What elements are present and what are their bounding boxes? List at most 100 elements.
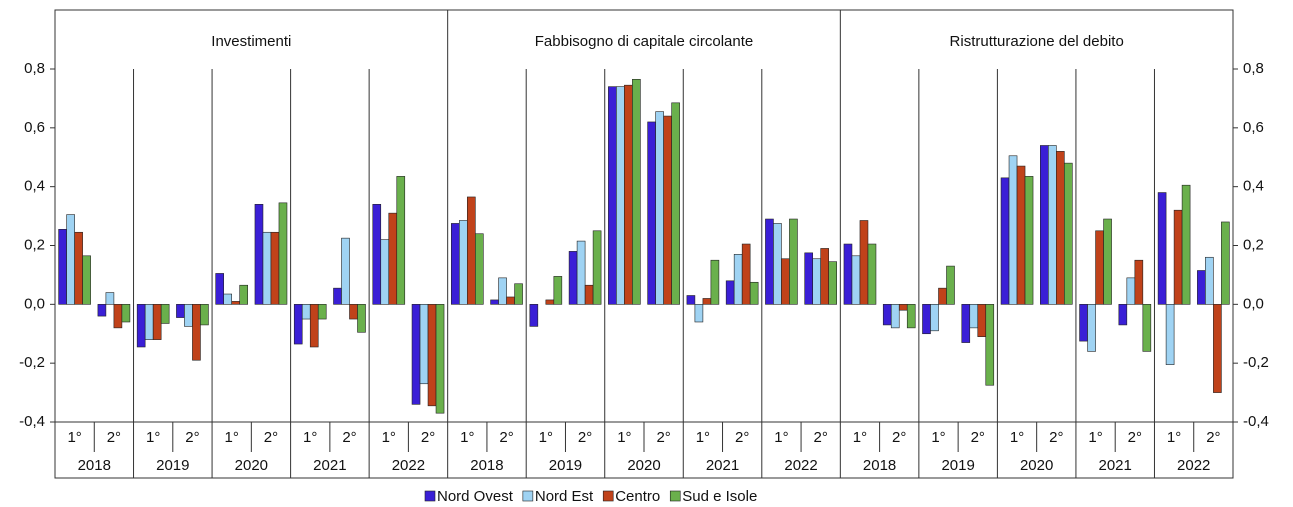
x-group-label: 2021 xyxy=(313,457,346,474)
bar xyxy=(66,214,75,305)
x-tick-label: 1° xyxy=(67,429,81,446)
bar xyxy=(1064,162,1073,305)
panel-title: Ristrutturazione del debito xyxy=(950,33,1124,50)
x-group-label: 2021 xyxy=(1099,457,1132,474)
bar xyxy=(506,296,515,305)
bar xyxy=(152,304,162,340)
bar xyxy=(725,280,735,305)
x-tick-label: 1° xyxy=(1167,429,1181,446)
x-tick-label: 1° xyxy=(931,429,945,446)
x-tick-label: 2° xyxy=(107,429,121,446)
plot-frame xyxy=(54,9,1234,479)
x-tick-label: 1° xyxy=(225,429,239,446)
legend-label: Centro xyxy=(615,488,660,505)
bar xyxy=(262,231,272,305)
bar xyxy=(223,293,232,305)
y-tick-label: 0,0 xyxy=(24,295,45,312)
bar xyxy=(1048,145,1057,305)
y2-tick-label: -0,2 xyxy=(1243,354,1269,371)
x-tick-label: 1° xyxy=(1088,429,1102,446)
y2-tick-label: 0,2 xyxy=(1243,236,1264,253)
bar xyxy=(608,86,617,305)
bar xyxy=(1103,218,1112,305)
bar xyxy=(938,287,947,305)
bar xyxy=(1221,221,1230,305)
bar xyxy=(270,231,280,305)
bar xyxy=(890,304,900,329)
bar xyxy=(710,259,720,305)
bar xyxy=(906,304,916,329)
bar xyxy=(97,304,107,317)
bar xyxy=(961,304,971,343)
bar xyxy=(867,243,877,305)
x-group-label: 2019 xyxy=(549,457,582,474)
x-group-label: 2018 xyxy=(78,457,111,474)
bar xyxy=(309,304,319,348)
bar xyxy=(1134,259,1144,305)
bar xyxy=(192,304,201,361)
bar xyxy=(985,304,995,386)
bar xyxy=(647,121,656,305)
bar xyxy=(1205,256,1214,305)
x-tick-label: 1° xyxy=(382,429,396,446)
x-tick-label: 2° xyxy=(578,429,592,446)
y2-tick-label: 0,8 xyxy=(1243,60,1264,77)
x-tick-label: 2° xyxy=(421,429,435,446)
bar xyxy=(341,237,350,305)
bar xyxy=(514,283,523,305)
bar xyxy=(553,276,563,305)
x-group-label: 2019 xyxy=(156,457,189,474)
bar xyxy=(184,304,193,327)
x-tick-label: 2° xyxy=(185,429,199,446)
bar xyxy=(458,220,468,305)
bar xyxy=(388,212,398,305)
bar xyxy=(930,304,939,332)
bar xyxy=(765,218,774,305)
bar xyxy=(671,102,680,305)
x-tick-label: 1° xyxy=(853,429,867,446)
x-tick-label: 2° xyxy=(1128,429,1142,446)
bar xyxy=(584,284,594,305)
bar xyxy=(239,284,248,305)
bar xyxy=(357,304,366,333)
bar xyxy=(200,304,209,326)
legend-swatch xyxy=(602,490,614,502)
bar xyxy=(380,239,390,305)
bar xyxy=(215,273,224,305)
bar xyxy=(828,261,838,305)
y2-tick-label: 0,6 xyxy=(1243,119,1264,136)
bar xyxy=(859,220,869,305)
legend-swatch xyxy=(522,490,534,502)
x-tick-label: 2° xyxy=(971,429,985,446)
bar xyxy=(231,301,240,305)
bar xyxy=(1024,176,1034,305)
legend-label: Sud e Isole xyxy=(682,488,757,505)
bar xyxy=(82,255,91,305)
bar xyxy=(176,304,185,318)
bar xyxy=(592,230,602,305)
bar xyxy=(1181,184,1191,305)
bar xyxy=(372,204,382,305)
bar xyxy=(1213,304,1222,393)
y2-tick-label: 0,0 xyxy=(1243,295,1264,312)
bar xyxy=(466,196,476,305)
bar xyxy=(898,304,908,311)
bar xyxy=(655,111,664,305)
bar xyxy=(632,78,641,305)
bar xyxy=(1000,177,1010,305)
x-group-label: 2018 xyxy=(863,457,896,474)
x-tick-label: 2° xyxy=(814,429,828,446)
panel-title: Fabbisogno di capitale circolante xyxy=(535,33,753,50)
bar xyxy=(749,281,759,305)
x-group-label: 2018 xyxy=(470,457,503,474)
bar xyxy=(624,84,633,305)
bar xyxy=(694,304,704,323)
bar xyxy=(702,298,712,305)
bar xyxy=(820,248,830,305)
bar xyxy=(105,292,115,305)
bar xyxy=(529,304,539,327)
x-group-label: 2022 xyxy=(784,457,817,474)
bar xyxy=(333,287,342,305)
bar xyxy=(450,223,460,305)
